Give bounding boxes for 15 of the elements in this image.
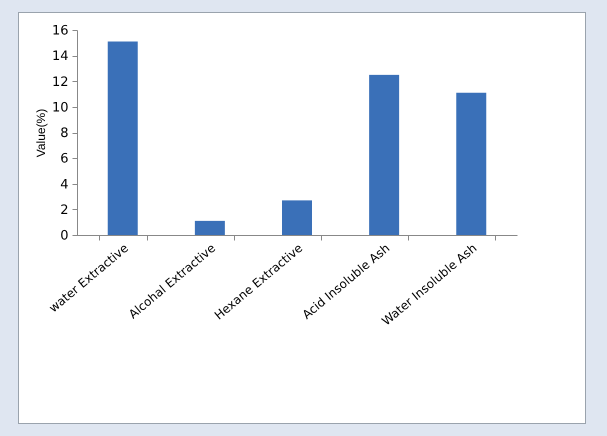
bar [194,220,225,235]
y-tick-label: 6 [60,152,68,167]
y-tick-label: 2 [60,202,68,218]
y-tick-label: 10 [52,100,68,116]
bar [369,74,400,235]
y-tick-label: 14 [52,49,68,64]
y-tick-label: 8 [60,126,68,141]
bar [108,42,138,235]
y-axis-title: Value(%) [34,108,48,158]
bar [282,200,312,235]
bar [456,92,486,235]
y-tick-label: 0 [60,228,68,244]
y-tick-label: 16 [52,24,68,38]
y-tick-label: 12 [52,74,68,90]
y-tick-label: 4 [60,177,68,192]
